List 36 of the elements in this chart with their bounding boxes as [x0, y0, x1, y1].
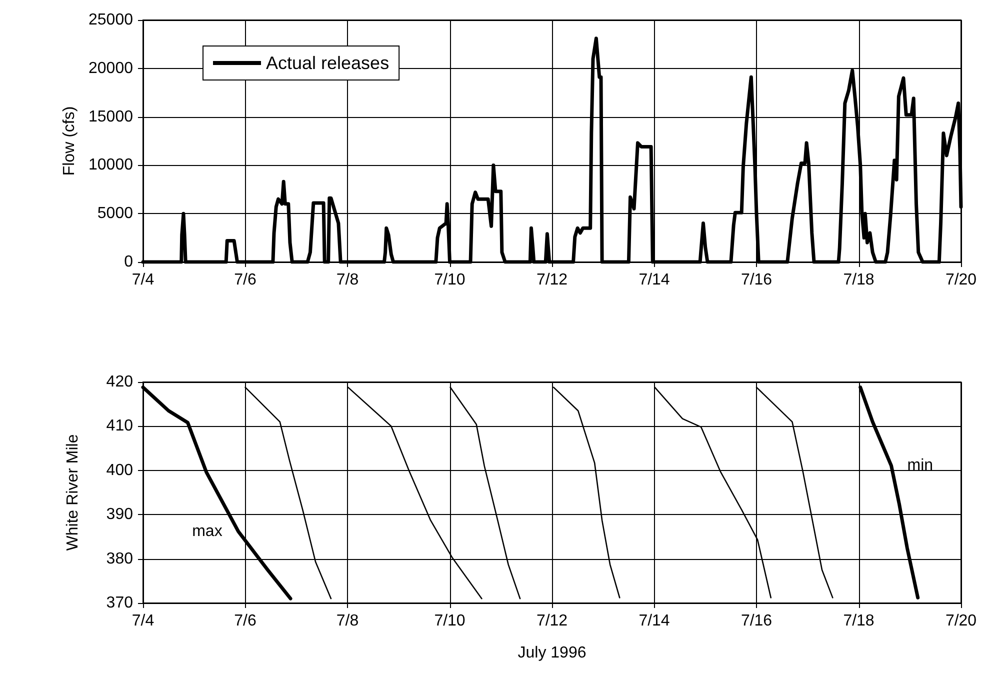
y-axis-title: White River Mile [64, 434, 82, 551]
y-tick-label: 400 [106, 462, 134, 479]
x-tick-label: 7/8 [336, 272, 359, 288]
y-tick-label: 25000 [88, 12, 134, 28]
y-axis-title: Flow (cfs) [61, 106, 78, 176]
y-tick-label: 5000 [97, 205, 134, 222]
x-tick-label: 7/8 [336, 612, 359, 630]
x-tick-label: 7/14 [638, 612, 670, 630]
x-axis-title: July 1996 [518, 644, 586, 662]
y-tick-label: 420 [106, 374, 134, 390]
y-tick-label: 10000 [88, 156, 134, 174]
series-label: min [907, 457, 934, 474]
y-tick-label: 0 [124, 254, 134, 270]
x-tick-label: 7/6 [234, 612, 256, 630]
y-tick-label: 380 [106, 550, 134, 568]
x-tick-label: 7/14 [638, 272, 670, 288]
y-tick-label: 390 [106, 506, 134, 524]
legend-label: Actual releases [266, 53, 390, 73]
y-tick-label: 20000 [88, 60, 134, 77]
x-tick-label: 7/12 [536, 612, 568, 630]
y-tick-label: 15000 [88, 108, 134, 126]
x-tick-label: 7/16 [740, 272, 772, 288]
x-tick-label: 7/20 [945, 612, 977, 630]
x-tick-label: 7/16 [740, 612, 772, 630]
x-tick-label: 7/10 [434, 272, 466, 288]
x-tick-label: 7/12 [536, 272, 568, 288]
y-tick-label: 370 [106, 594, 134, 612]
x-tick-label: 7/4 [132, 612, 154, 630]
x-tick-label: 7/10 [434, 612, 466, 630]
x-tick-label: 7/18 [843, 272, 874, 288]
x-tick-label: 7/6 [234, 272, 256, 288]
series-label: max [192, 522, 222, 540]
x-tick-label: 7/20 [945, 272, 977, 288]
y-tick-label: 410 [106, 418, 134, 435]
x-tick-label: 7/18 [843, 612, 874, 630]
x-tick-label: 7/4 [132, 272, 154, 288]
